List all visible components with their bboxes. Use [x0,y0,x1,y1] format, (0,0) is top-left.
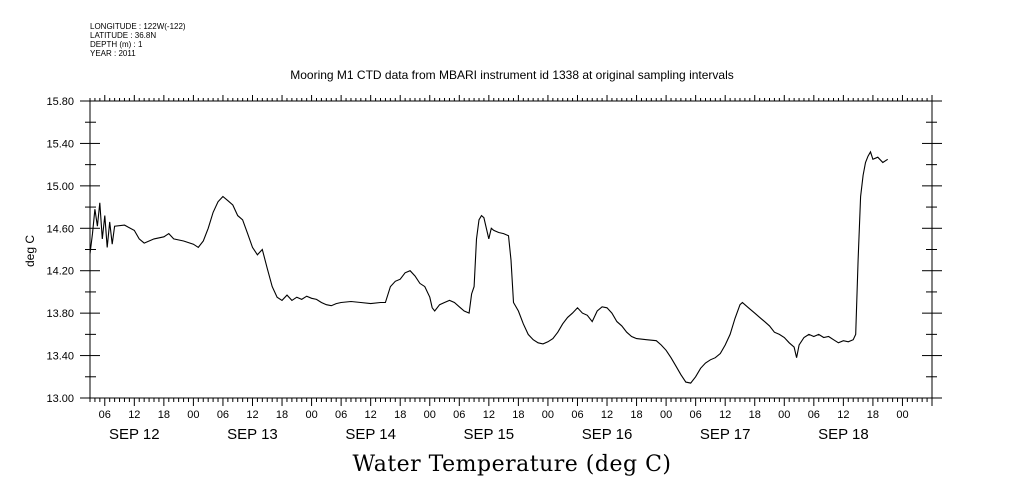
chart-title: Mooring M1 CTD data from MBARI instrumen… [290,68,734,82]
y-tick-label: 14.20 [46,266,74,278]
x-tick-label: 18 [276,409,288,421]
x-tick-label: 06 [808,409,820,421]
x-tick-label: 12 [128,409,140,421]
x-tick-label: 18 [749,409,761,421]
x-day-label: SEP 16 [582,426,633,443]
y-tick-label: 13.40 [46,351,74,363]
x-tick-label: 06 [571,409,583,421]
longitude-label: LONGITUDE : 122W(-122) [90,22,186,31]
y-tick-label: 13.80 [46,308,74,320]
x-axis-title: Water Temperature (deg C) [352,452,672,477]
y-tick-label: 15.40 [46,138,74,150]
metadata-block: LONGITUDE : 122W(-122) LATITUDE : 36.8N … [90,22,186,58]
x-tick-label: 12 [719,409,731,421]
x-day-label: SEP 15 [464,426,515,443]
x-tick-label: 00 [542,409,554,421]
x-tick-label: 06 [99,409,111,421]
x-tick-label: 18 [867,409,879,421]
y-tick-label: 14.60 [46,223,74,235]
latitude-label: LATITUDE : 36.8N [90,31,157,40]
depth-label: DEPTH (m) : 1 [90,40,143,49]
x-tick-label: 18 [158,409,170,421]
x-tick-label: 00 [778,409,790,421]
y-tick-label: 15.80 [46,96,74,108]
x-tick-label: 06 [217,409,229,421]
x-tick-label: 00 [424,409,436,421]
x-tick-label: 00 [660,409,672,421]
x-tick-label: 00 [187,409,199,421]
y-tick-label: 15.00 [46,181,74,193]
plot-frame [89,100,933,399]
x-tick-label: 12 [601,409,613,421]
x-tick-label: 12 [837,409,849,421]
year-label: YEAR : 2011 [90,49,136,58]
x-tick-label: 12 [483,409,495,421]
x-tick-label: 06 [335,409,347,421]
x-day-label: SEP 13 [227,426,278,443]
x-tick-label: 06 [453,409,465,421]
x-tick-label: 18 [512,409,524,421]
x-day-label: SEP 12 [109,426,160,443]
x-day-label: SEP 18 [818,426,869,443]
series-layer [89,150,889,384]
x-day-label: SEP 14 [345,426,396,443]
y-axis: 13.00 13.40 13.80 14.20 14.60 15.00 15.40 15.80 [46,96,942,405]
series-line [89,150,889,384]
y-axis-label: deg C [23,235,37,267]
x-tick-label: 18 [630,409,642,421]
x-day-label: SEP 17 [700,426,751,443]
x-axis: 06 12 18 00 06 12 18 00 06 12 18 00 06 12 18 00 06 12 18 00… [89,95,933,443]
x-tick-label: 12 [365,409,377,421]
x-tick-label: 06 [690,409,702,421]
x-tick-label: 00 [305,409,317,421]
x-tick-label: 00 [896,409,908,421]
plot-border [89,100,933,399]
x-tick-label: 18 [394,409,406,421]
y-tick-label: 13.00 [46,393,74,405]
x-tick-label: 12 [246,409,258,421]
